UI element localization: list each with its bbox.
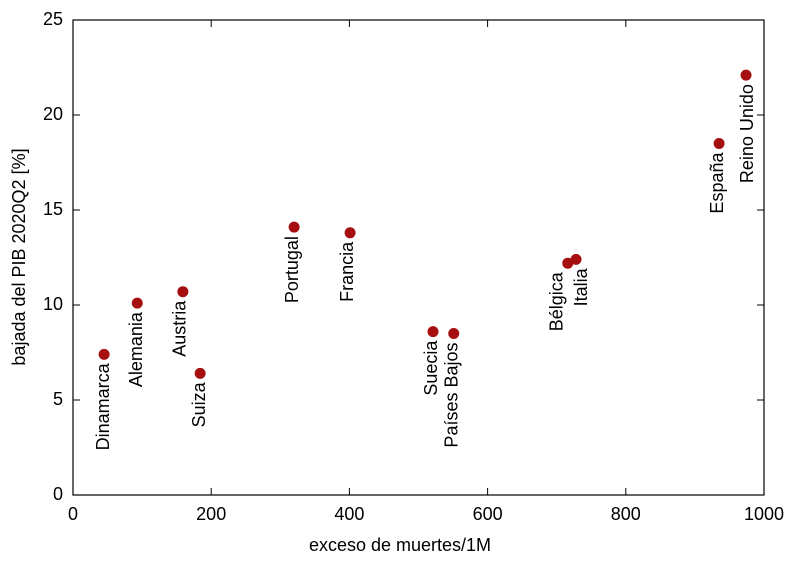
point bbox=[194, 367, 206, 379]
point bbox=[562, 257, 574, 269]
y-tick-label: 0 bbox=[53, 484, 63, 504]
point bbox=[427, 326, 439, 338]
point-label: Suecia bbox=[421, 340, 441, 396]
x-tick-label: 800 bbox=[611, 504, 641, 524]
point bbox=[98, 348, 110, 360]
point-label: Países Bajos bbox=[441, 343, 461, 448]
y-tick-label: 15 bbox=[43, 199, 63, 219]
y-axis-label: bajada del PIB 2020Q2 [%] bbox=[9, 148, 29, 365]
point-label: Portugal bbox=[282, 236, 302, 303]
point-label: Alemania bbox=[126, 311, 146, 387]
point-label: Austria bbox=[170, 300, 190, 357]
y-tick-label: 20 bbox=[43, 104, 63, 124]
x-tick-label: 600 bbox=[473, 504, 503, 524]
y-tick-label: 25 bbox=[43, 9, 63, 29]
point bbox=[570, 253, 582, 265]
plot-frame bbox=[72, 19, 765, 496]
point bbox=[740, 69, 752, 81]
x-tick-label: 400 bbox=[334, 504, 364, 524]
point-label: Dinamarca bbox=[93, 362, 113, 450]
point-label: Suiza bbox=[189, 381, 209, 427]
x-tick-label: 200 bbox=[196, 504, 226, 524]
point-label: España bbox=[707, 152, 727, 214]
x-axis-label: exceso de muertes/1M bbox=[309, 535, 491, 555]
point bbox=[713, 138, 725, 149]
x-tick-label: 1000 bbox=[744, 504, 784, 524]
y-tick-label: 10 bbox=[43, 294, 63, 314]
point-label: Reino Unido bbox=[737, 84, 757, 183]
point bbox=[177, 286, 189, 298]
point-label: Bélgica bbox=[547, 271, 567, 331]
x-tick-label: 0 bbox=[68, 504, 78, 524]
point bbox=[448, 328, 460, 339]
point bbox=[131, 297, 143, 309]
point-label: Italia bbox=[571, 267, 591, 306]
point bbox=[288, 221, 300, 233]
point bbox=[344, 227, 356, 239]
y-tick-label: 5 bbox=[53, 389, 63, 409]
point-label: Francia bbox=[337, 241, 357, 302]
